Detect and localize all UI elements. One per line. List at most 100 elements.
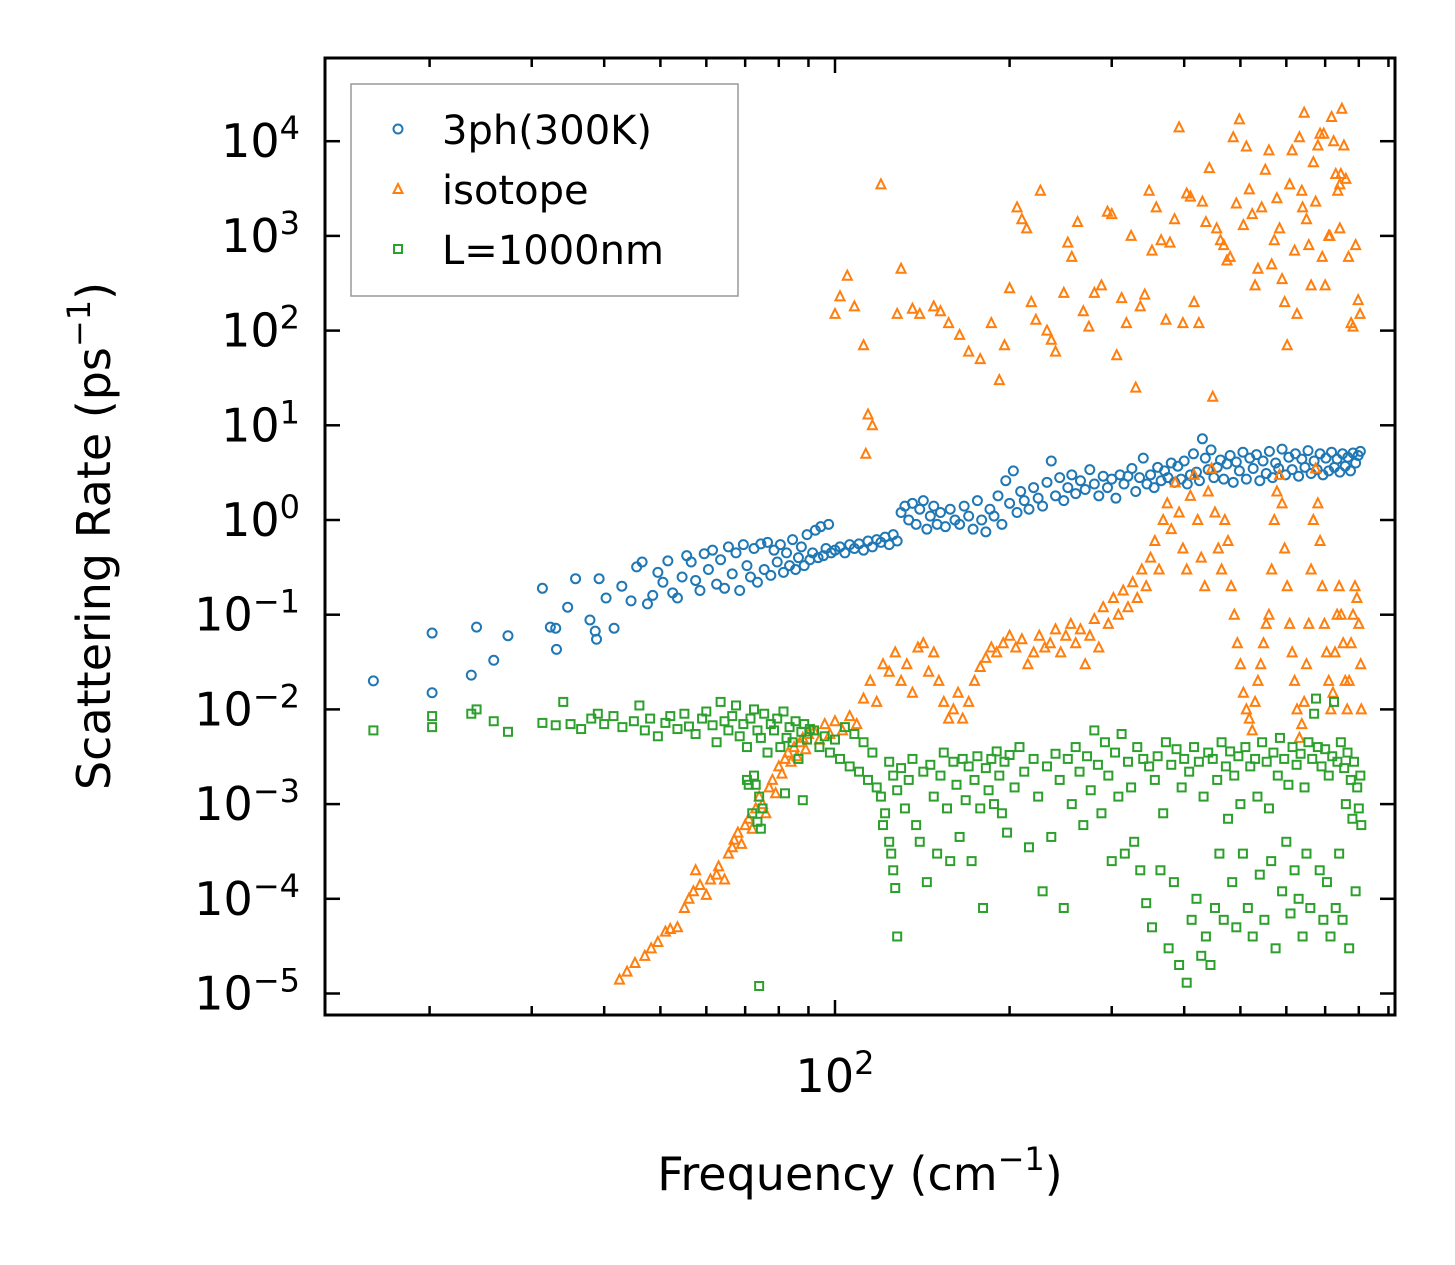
data-point (1105, 206, 1118, 220)
axes-frame (323, 56, 1397, 1017)
data-point (1231, 635, 1244, 649)
data-point (886, 848, 897, 859)
data-point (994, 770, 1005, 781)
data-point (1160, 737, 1171, 748)
legend-marker-circle-icon (392, 123, 404, 135)
data-point (928, 791, 939, 802)
data-point (1299, 782, 1310, 793)
data-point (775, 766, 789, 779)
data-point (1110, 347, 1123, 361)
data-point (1146, 922, 1157, 933)
data-point (867, 747, 878, 758)
data-point (1095, 278, 1108, 291)
data-point (1354, 445, 1366, 457)
data-point (1214, 232, 1227, 246)
data-point (1287, 742, 1298, 753)
data-point (1342, 747, 1353, 758)
data-point (993, 372, 1006, 386)
data-point (1247, 931, 1258, 942)
data-point (1207, 753, 1218, 764)
data-point (664, 921, 677, 934)
data-point (1234, 656, 1247, 670)
data-point (1332, 756, 1343, 767)
data-point (1029, 312, 1043, 325)
data-point (1009, 640, 1022, 653)
data-point (818, 716, 831, 730)
data-point (707, 544, 719, 556)
data-point (551, 643, 563, 655)
data-point (1088, 285, 1101, 298)
data-point (1174, 959, 1185, 970)
data-point (771, 556, 783, 568)
data-point (798, 560, 810, 572)
data-point (1129, 836, 1140, 847)
data-point (1054, 472, 1066, 484)
data-point (1126, 575, 1139, 588)
data-point (1212, 541, 1225, 554)
data-point (1248, 694, 1262, 707)
data-point (968, 673, 981, 686)
data-point (1082, 319, 1096, 332)
data-point (1286, 143, 1299, 156)
data-point (1000, 475, 1012, 487)
data-point (795, 541, 807, 553)
data-point (1289, 448, 1301, 460)
data-point (1199, 452, 1211, 464)
data-point (1349, 756, 1360, 767)
data-point (689, 863, 702, 876)
data-point (1032, 492, 1044, 504)
data-point (1085, 785, 1096, 796)
data-point (735, 836, 748, 849)
data-point (1309, 461, 1322, 474)
data-point (1316, 761, 1327, 772)
data-point (1223, 813, 1234, 824)
data-point (712, 859, 725, 872)
data-point (1273, 221, 1286, 234)
data-point (1049, 622, 1062, 635)
data-point (1298, 105, 1311, 118)
y-tick-label: 103 (221, 204, 300, 263)
data-point (1102, 616, 1115, 629)
data-point (1096, 808, 1107, 819)
data-point (906, 301, 919, 314)
legend-box (350, 83, 739, 297)
data-point (1107, 590, 1120, 604)
data-point (1126, 782, 1137, 793)
data-point (755, 823, 766, 834)
data-point (963, 510, 975, 522)
data-point (1259, 914, 1270, 925)
series-layer (367, 101, 1368, 992)
data-point (754, 981, 765, 992)
data-point (1356, 820, 1367, 831)
data-point (1062, 753, 1073, 764)
data-point (951, 685, 965, 698)
data-point (1257, 737, 1268, 748)
data-point (1233, 465, 1245, 477)
data-point (830, 734, 840, 745)
data-point (1004, 749, 1015, 760)
data-point (1129, 380, 1142, 393)
data-point (1193, 756, 1204, 767)
data-point (734, 585, 746, 597)
data-point (997, 635, 1010, 649)
data-point (488, 654, 500, 666)
data-point (719, 582, 731, 594)
data-point (427, 722, 438, 733)
data-point (427, 711, 438, 722)
data-point (841, 268, 854, 281)
data-point (1323, 228, 1336, 241)
data-point (1145, 469, 1157, 481)
data-point (1069, 635, 1082, 649)
data-point (1155, 232, 1168, 246)
data-point (550, 720, 561, 731)
data-point (502, 726, 513, 737)
data-point (938, 747, 949, 758)
data-point (426, 627, 438, 639)
data-point (1346, 607, 1360, 620)
data-point (1328, 645, 1342, 658)
data-point (1178, 455, 1190, 467)
data-point (710, 867, 723, 880)
data-point (1290, 702, 1304, 715)
data-point (1276, 443, 1288, 455)
data-point (693, 877, 707, 890)
